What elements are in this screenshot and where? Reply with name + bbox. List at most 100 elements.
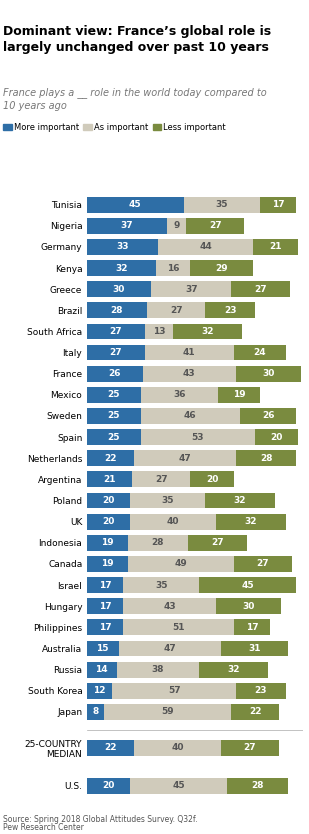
Text: 51: 51 — [172, 623, 185, 632]
Text: 20: 20 — [206, 475, 218, 484]
Text: 25: 25 — [107, 411, 120, 420]
Text: Dominant view: France’s global role is
largely unchanged over past 10 years: Dominant view: France’s global role is l… — [3, 25, 271, 54]
Bar — [87, 281, 151, 297]
Text: 32: 32 — [234, 496, 246, 505]
Bar — [87, 197, 184, 213]
Text: 30: 30 — [243, 601, 255, 610]
Text: France plays a __ role in the world today compared to
10 years ago: France plays a __ role in the world toda… — [3, 88, 267, 111]
Bar — [147, 303, 205, 319]
Bar — [87, 239, 158, 255]
Bar — [87, 641, 119, 656]
Bar — [158, 239, 253, 255]
Text: 24: 24 — [253, 348, 266, 357]
Text: 26: 26 — [108, 369, 121, 378]
Text: 23: 23 — [254, 686, 267, 696]
Bar — [199, 577, 296, 593]
Text: 49: 49 — [174, 560, 187, 569]
Bar — [87, 387, 141, 403]
Text: 44: 44 — [199, 243, 212, 251]
Bar — [190, 260, 253, 276]
Text: 19: 19 — [101, 538, 113, 547]
Text: 27: 27 — [155, 475, 167, 484]
Text: 12: 12 — [93, 686, 106, 696]
Text: 27: 27 — [170, 306, 183, 314]
Bar — [104, 704, 231, 720]
Text: 27: 27 — [254, 284, 267, 294]
Text: 59: 59 — [161, 707, 174, 716]
Text: 32: 32 — [115, 264, 127, 273]
Text: 27: 27 — [109, 348, 122, 357]
Text: 46: 46 — [184, 411, 197, 420]
Text: 40: 40 — [167, 517, 179, 526]
Bar — [87, 598, 123, 614]
Text: 45: 45 — [172, 781, 185, 791]
Text: 37: 37 — [120, 221, 133, 230]
Bar — [143, 366, 236, 382]
Text: 19: 19 — [233, 390, 245, 399]
Text: 37: 37 — [185, 284, 198, 294]
Bar — [218, 387, 260, 403]
Text: 22: 22 — [104, 454, 116, 463]
Bar — [128, 556, 234, 572]
Bar — [253, 239, 298, 255]
Text: 32: 32 — [201, 327, 214, 336]
Bar — [173, 324, 242, 339]
Text: 41: 41 — [183, 348, 196, 357]
Bar — [260, 197, 296, 213]
Bar — [221, 641, 288, 656]
Bar — [234, 556, 292, 572]
Bar — [199, 661, 268, 677]
Text: 30: 30 — [113, 284, 125, 294]
Text: 28: 28 — [152, 538, 164, 547]
Text: 53: 53 — [192, 433, 204, 442]
Text: 28: 28 — [260, 454, 272, 463]
Text: 15: 15 — [96, 644, 109, 653]
Bar — [87, 661, 117, 677]
Text: Source: Spring 2018 Global Attitudes Survey. Q32f.: Source: Spring 2018 Global Attitudes Sur… — [3, 815, 197, 824]
Bar — [87, 740, 134, 756]
Bar — [186, 218, 244, 234]
Bar — [141, 408, 240, 424]
Bar — [216, 598, 281, 614]
Text: 32: 32 — [245, 517, 257, 526]
Text: 25: 25 — [107, 433, 120, 442]
Bar — [87, 430, 141, 445]
Bar — [119, 641, 221, 656]
Bar — [255, 430, 298, 445]
Text: 17: 17 — [246, 623, 258, 632]
Text: 45: 45 — [241, 580, 254, 590]
Text: 31: 31 — [248, 644, 260, 653]
Bar — [87, 218, 167, 234]
Bar — [87, 260, 156, 276]
Text: 47: 47 — [179, 454, 191, 463]
Bar — [134, 450, 236, 466]
Bar — [123, 598, 216, 614]
Bar — [123, 620, 234, 636]
Text: 22: 22 — [104, 743, 116, 752]
Bar — [188, 535, 247, 550]
Text: 47: 47 — [163, 644, 176, 653]
Bar — [130, 778, 227, 794]
Text: 20: 20 — [271, 433, 283, 442]
Bar — [231, 281, 290, 297]
Bar — [87, 514, 130, 530]
Bar — [130, 514, 216, 530]
Text: 13: 13 — [153, 327, 165, 336]
Text: 21: 21 — [103, 475, 116, 484]
Bar — [87, 493, 130, 509]
Bar — [167, 218, 186, 234]
Text: 27: 27 — [209, 221, 222, 230]
Bar — [141, 387, 218, 403]
Text: 32: 32 — [227, 665, 240, 674]
Text: 20: 20 — [102, 496, 114, 505]
Text: 14: 14 — [95, 665, 108, 674]
Bar — [145, 344, 234, 360]
Text: 57: 57 — [168, 686, 180, 696]
Text: 23: 23 — [224, 306, 237, 314]
Text: 20: 20 — [102, 517, 114, 526]
Bar — [87, 778, 130, 794]
Bar — [87, 344, 145, 360]
Text: 8: 8 — [92, 707, 98, 716]
Text: 17: 17 — [99, 623, 111, 632]
Text: 35: 35 — [215, 200, 228, 209]
